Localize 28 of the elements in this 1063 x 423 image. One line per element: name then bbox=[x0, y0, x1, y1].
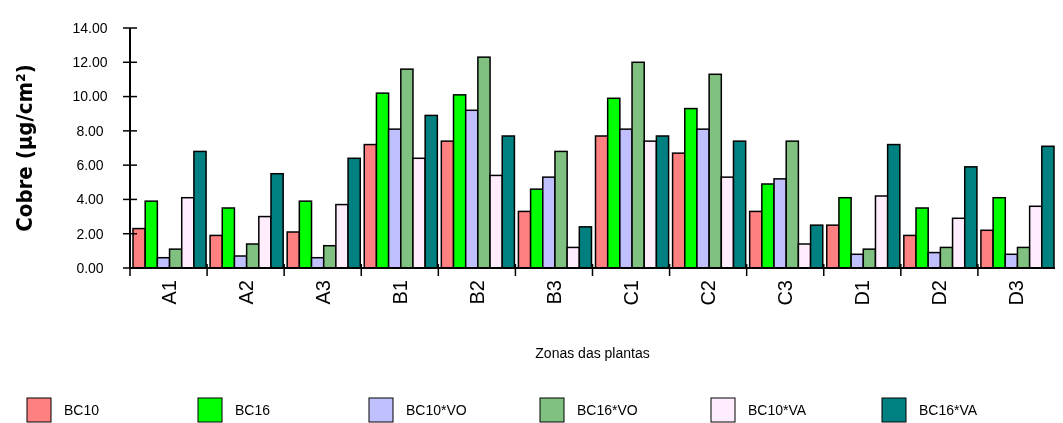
x-axis-title: Zonas das plantas bbox=[535, 345, 650, 361]
legend-label: BC10*VO bbox=[406, 401, 467, 418]
x-tick-label: C3 bbox=[774, 280, 797, 306]
y-tick-label: 2.00 bbox=[76, 225, 104, 242]
legend-label: BC16*VO bbox=[577, 401, 638, 418]
legend-label: BC16*VA bbox=[919, 401, 978, 418]
y-tick-label: 0.00 bbox=[76, 259, 104, 276]
y-tick-label: 8.00 bbox=[76, 122, 104, 139]
x-tick-label: C1 bbox=[620, 280, 643, 306]
x-tick-label: C2 bbox=[697, 280, 720, 306]
x-tick-label: A3 bbox=[311, 280, 334, 305]
x-tick-label: D3 bbox=[1005, 280, 1028, 306]
y-tick-label: 6.00 bbox=[76, 157, 104, 174]
x-tick-label: B1 bbox=[388, 280, 411, 305]
y-axis-title: Cobre (μg/cm²) bbox=[12, 64, 37, 232]
legend-label: BC10*VA bbox=[748, 401, 807, 418]
x-tick-label: B2 bbox=[465, 280, 488, 305]
legend-label: BC16 bbox=[235, 401, 271, 418]
x-tick-label: A1 bbox=[157, 280, 180, 305]
legend-label: BC10 bbox=[64, 401, 100, 418]
x-tick-label: A2 bbox=[234, 280, 257, 305]
y-tick-label: 14.00 bbox=[72, 19, 108, 36]
x-tick-label: B3 bbox=[542, 280, 565, 305]
y-tick-label: 12.00 bbox=[72, 54, 108, 71]
x-tick-label: D2 bbox=[928, 280, 951, 306]
y-tick-label: 4.00 bbox=[76, 191, 104, 208]
x-tick-label: D1 bbox=[851, 280, 874, 306]
y-tick-label: 10.00 bbox=[72, 88, 108, 105]
